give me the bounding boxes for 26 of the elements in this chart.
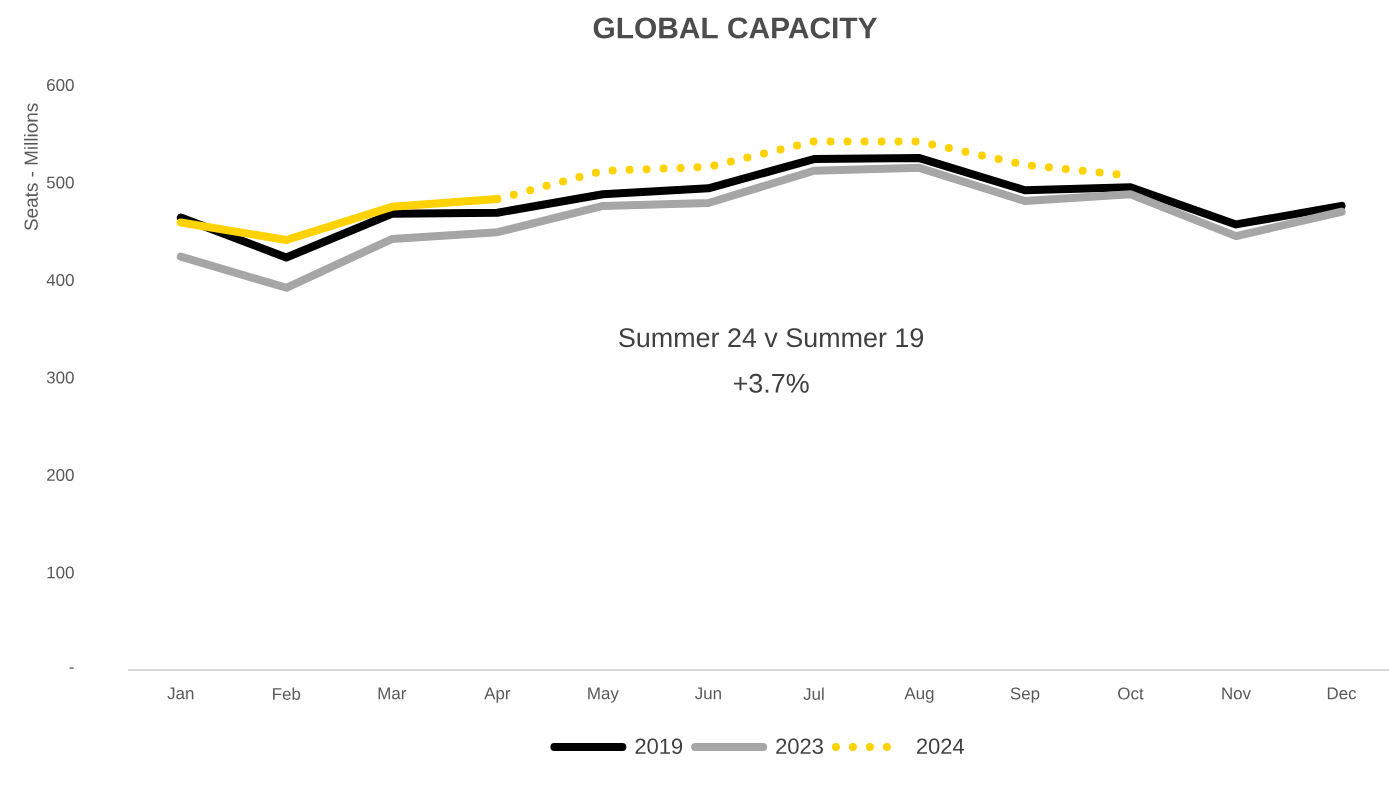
x-tick-label: Jun — [695, 687, 721, 700]
x-tick-label: Aug — [904, 687, 934, 703]
y-tick-label: - — [69, 667, 74, 669]
y-tick-label: 300 — [46, 371, 74, 384]
y-tick-label: 100 — [47, 566, 74, 579]
x-tick-label: Sep — [1010, 687, 1040, 703]
x-tick-label: Jan — [167, 687, 194, 700]
x-tick-label: Jul — [803, 687, 824, 700]
x-tick-label: Mar — [378, 687, 407, 700]
legend-label: 2023 — [776, 738, 823, 755]
x-tick-label: Apr — [484, 687, 511, 703]
y-tick-label: 200 — [47, 468, 74, 481]
y-tick-label: 400 — [46, 273, 74, 286]
annotation: Summer 24 v Summer 19 — [619, 328, 924, 348]
x-tick-label: Nov — [1222, 687, 1251, 700]
y-tick-label: 500 — [46, 176, 74, 189]
legend-label: 2019 — [635, 738, 683, 755]
x-tick-label: Oct — [1118, 687, 1144, 700]
x-tick-label: May — [588, 687, 619, 703]
legend-label: 2024 — [916, 738, 964, 755]
y-axis-title: Seats - Millions — [23, 103, 38, 231]
x-tick-label: Feb — [273, 687, 301, 700]
x-tick-label: Dec — [1327, 687, 1357, 700]
chart-title: GLOBAL CAPACITY — [593, 17, 878, 39]
annotation: +3.7% — [733, 373, 809, 393]
y-tick-label: 600 — [47, 78, 74, 91]
